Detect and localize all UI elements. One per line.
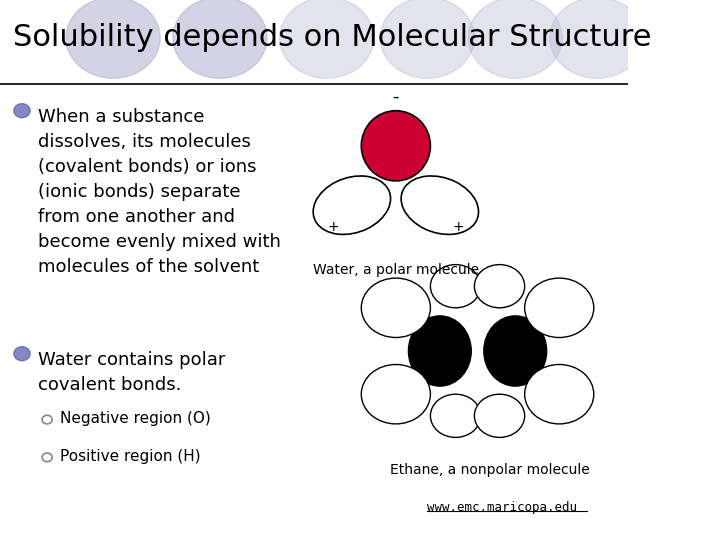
Text: Water, a polar molecule: Water, a polar molecule	[312, 263, 479, 277]
Circle shape	[525, 364, 594, 424]
Circle shape	[431, 394, 481, 437]
Ellipse shape	[401, 176, 479, 234]
Circle shape	[380, 0, 474, 78]
Text: When a substance
dissolves, its molecules
(covalent bonds) or ions
(ionic bonds): When a substance dissolves, its molecule…	[37, 108, 281, 276]
Ellipse shape	[484, 316, 546, 386]
Text: Water contains polar
covalent bonds.: Water contains polar covalent bonds.	[37, 351, 225, 394]
Text: -: -	[392, 88, 399, 106]
Ellipse shape	[361, 111, 431, 181]
Circle shape	[525, 278, 594, 338]
Text: Ethane, a nonpolar molecule: Ethane, a nonpolar molecule	[390, 463, 590, 477]
Circle shape	[431, 265, 481, 308]
Circle shape	[361, 278, 431, 338]
Text: +: +	[453, 220, 464, 234]
Circle shape	[279, 0, 374, 78]
Text: +: +	[327, 220, 339, 234]
Circle shape	[361, 364, 431, 424]
Circle shape	[474, 394, 525, 437]
Circle shape	[14, 347, 30, 361]
Circle shape	[468, 0, 562, 78]
Text: Negative region (O): Negative region (O)	[60, 411, 210, 426]
Ellipse shape	[313, 176, 390, 234]
Circle shape	[474, 265, 525, 308]
Text: www.emc.maricopa.edu: www.emc.maricopa.edu	[427, 501, 577, 514]
Circle shape	[550, 0, 644, 78]
Ellipse shape	[408, 316, 472, 386]
Text: Positive region (H): Positive region (H)	[60, 449, 200, 464]
Circle shape	[66, 0, 161, 78]
Text: Solubility depends on Molecular Structure: Solubility depends on Molecular Structur…	[12, 23, 651, 52]
Circle shape	[173, 0, 267, 78]
Circle shape	[14, 104, 30, 118]
